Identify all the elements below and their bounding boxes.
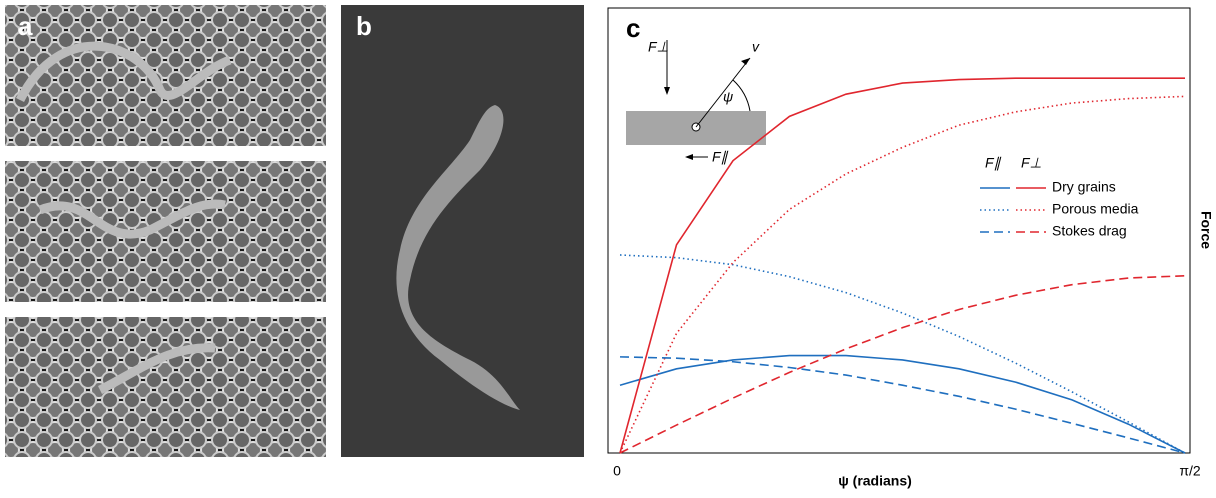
photo: [5, 161, 326, 302]
inset-label: F⊥: [648, 39, 669, 55]
inset-label: ψ: [723, 89, 733, 105]
curve: [620, 356, 1185, 453]
legend-label: Stokes drag: [1052, 223, 1127, 239]
legend-label: Dry grains: [1052, 179, 1116, 195]
photo: [5, 5, 326, 146]
y-axis-label: Force: [1198, 211, 1214, 249]
photo: [5, 317, 326, 457]
panel-label: c: [626, 13, 640, 43]
curve: [620, 96, 1185, 453]
panel-c: c F⊥ v ψ F∥ ψ (radians) Force 0 π/2 Dry gr…: [608, 8, 1214, 489]
inset-label: F∥: [712, 149, 729, 165]
figure: a b c F⊥ v ψ F∥ ψ (radians) Force 0 π/2 Dr…: [0, 0, 1216, 493]
panel-label: b: [356, 11, 372, 41]
curve: [620, 255, 1185, 453]
legend-label: Porous media: [1052, 201, 1139, 217]
arrowhead: [664, 87, 670, 95]
legend-header: F∥: [985, 155, 1002, 171]
x-tick-label: 0: [613, 463, 621, 479]
curve: [620, 357, 1185, 453]
x-tick-label: π/2: [1179, 463, 1201, 479]
arrowhead: [741, 58, 750, 65]
inset-label: v: [752, 39, 760, 55]
x-axis-label: ψ (radians): [838, 473, 912, 489]
inset-angle: [733, 80, 750, 111]
arrowhead: [685, 154, 693, 160]
panel-label: a: [18, 11, 33, 41]
legend-header: F⊥: [1021, 155, 1042, 171]
panel-b: b: [341, 5, 584, 457]
panel-a: a: [5, 5, 326, 457]
photo: [341, 5, 584, 457]
